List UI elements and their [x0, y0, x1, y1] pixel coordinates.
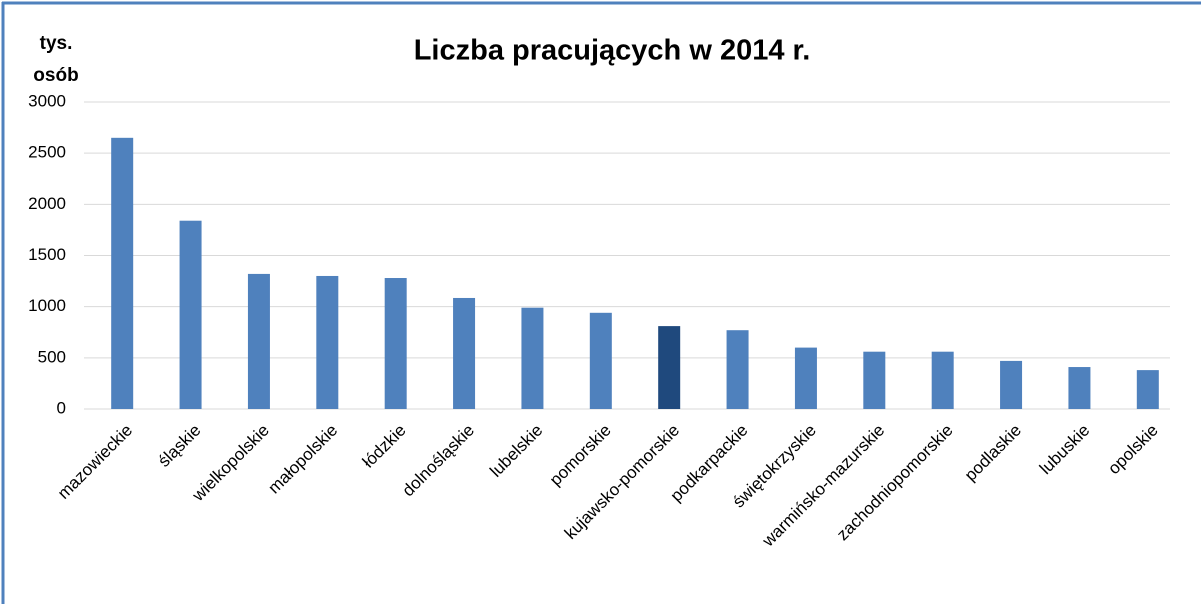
- bar: [1068, 367, 1091, 409]
- bar: [111, 137, 134, 410]
- y-tick-label: 2000: [28, 194, 66, 213]
- bar: [931, 351, 954, 409]
- y-axis-label: osób: [33, 65, 78, 86]
- bar: [1000, 360, 1023, 409]
- y-tick-label: 3000: [28, 91, 66, 110]
- bar: [794, 347, 817, 409]
- y-axis-label: tys.: [40, 33, 73, 54]
- bar: [1136, 370, 1159, 409]
- bar: [316, 275, 339, 409]
- y-tick-label: 1500: [28, 245, 66, 264]
- bar: [521, 307, 544, 409]
- bar: [863, 351, 886, 409]
- bar: [658, 326, 681, 409]
- bar: [247, 273, 270, 409]
- bar: [453, 297, 476, 409]
- y-tick-label: 500: [38, 347, 66, 366]
- y-tick-label: 0: [57, 398, 66, 417]
- chart-title: Liczba pracujących w 2014 r.: [414, 35, 811, 67]
- bar: [726, 330, 749, 409]
- bar: [179, 220, 202, 409]
- bar: [384, 278, 407, 409]
- bar: [589, 312, 612, 409]
- y-tick-label: 2500: [28, 143, 66, 162]
- y-tick-label: 1000: [28, 296, 66, 315]
